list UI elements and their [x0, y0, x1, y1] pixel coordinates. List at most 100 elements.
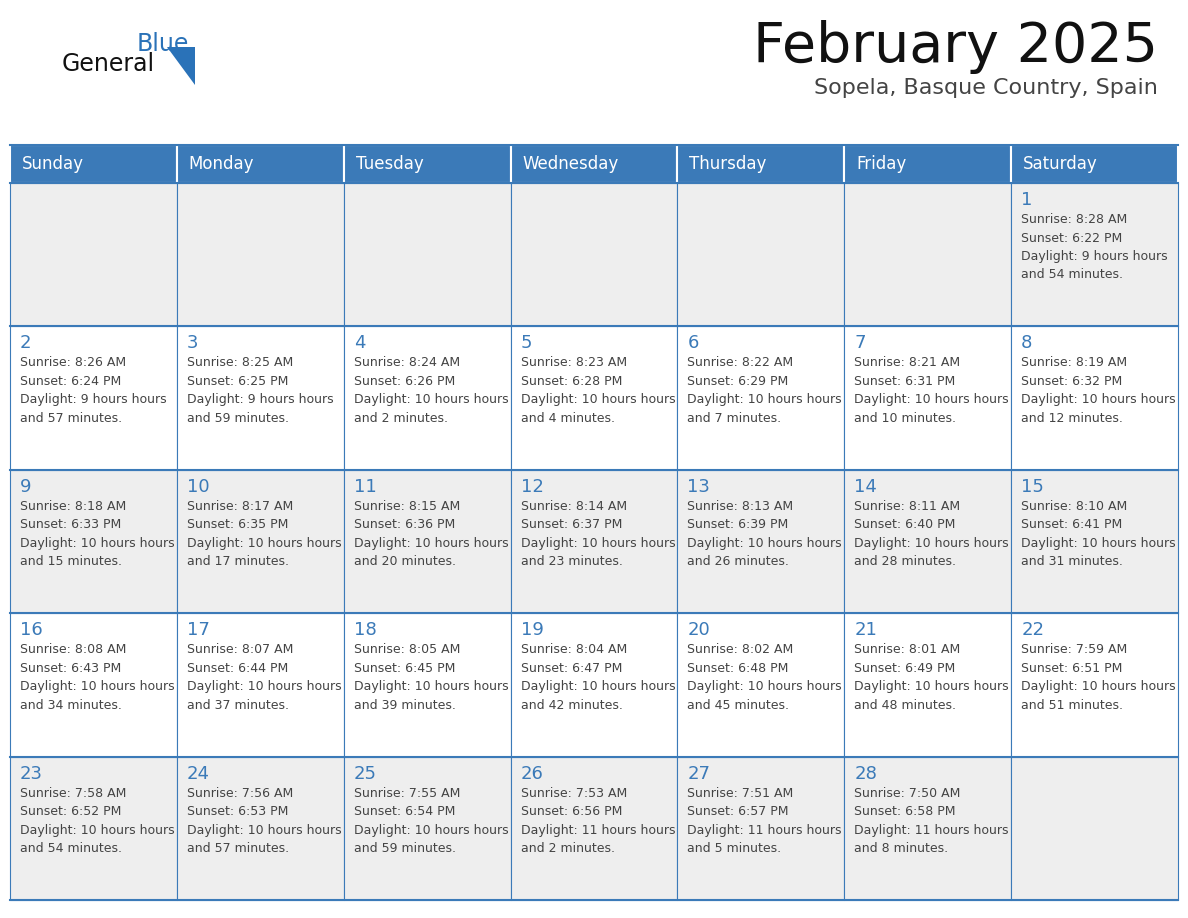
Text: Daylight: 10 hours hours: Daylight: 10 hours hours — [1022, 680, 1176, 693]
Bar — [511, 183, 677, 327]
Bar — [1011, 145, 1178, 183]
Bar — [343, 327, 511, 470]
Bar — [511, 613, 677, 756]
Text: Wednesday: Wednesday — [523, 155, 619, 173]
Text: 7: 7 — [854, 334, 866, 353]
Text: Sunset: 6:58 PM: Sunset: 6:58 PM — [854, 805, 956, 818]
Text: Sunrise: 8:11 AM: Sunrise: 8:11 AM — [854, 499, 960, 513]
Text: and 26 minutes.: and 26 minutes. — [688, 555, 789, 568]
Text: Thursday: Thursday — [689, 155, 766, 173]
Text: 20: 20 — [688, 621, 710, 639]
Text: 13: 13 — [688, 477, 710, 496]
Text: Sunrise: 8:08 AM: Sunrise: 8:08 AM — [20, 644, 126, 656]
Text: Sunrise: 7:59 AM: Sunrise: 7:59 AM — [1022, 644, 1127, 656]
Text: Sunset: 6:44 PM: Sunset: 6:44 PM — [187, 662, 289, 675]
Text: Sunset: 6:51 PM: Sunset: 6:51 PM — [1022, 662, 1123, 675]
Text: 15: 15 — [1022, 477, 1044, 496]
Text: 6: 6 — [688, 334, 699, 353]
Text: and 28 minutes.: and 28 minutes. — [854, 555, 956, 568]
Text: Sunrise: 8:18 AM: Sunrise: 8:18 AM — [20, 499, 126, 513]
Text: Friday: Friday — [857, 155, 906, 173]
Bar — [177, 183, 343, 327]
Bar — [511, 145, 677, 183]
Text: Daylight: 10 hours hours: Daylight: 10 hours hours — [20, 680, 175, 693]
Text: Sunset: 6:28 PM: Sunset: 6:28 PM — [520, 375, 623, 388]
Text: and 57 minutes.: and 57 minutes. — [187, 842, 289, 855]
Text: Daylight: 10 hours hours: Daylight: 10 hours hours — [187, 537, 341, 550]
Bar — [677, 145, 845, 183]
Text: Daylight: 10 hours hours: Daylight: 10 hours hours — [354, 823, 508, 836]
Text: Sopela, Basque Country, Spain: Sopela, Basque Country, Spain — [814, 78, 1158, 98]
Text: and 45 minutes.: and 45 minutes. — [688, 699, 790, 711]
Text: Sunset: 6:37 PM: Sunset: 6:37 PM — [520, 519, 623, 532]
Text: Daylight: 10 hours hours: Daylight: 10 hours hours — [688, 394, 842, 407]
Bar — [1011, 470, 1178, 613]
Text: 1: 1 — [1022, 191, 1032, 209]
Bar — [10, 756, 177, 900]
Bar — [1011, 756, 1178, 900]
Text: and 42 minutes.: and 42 minutes. — [520, 699, 623, 711]
Text: Daylight: 9 hours hours: Daylight: 9 hours hours — [1022, 250, 1168, 263]
Text: 8: 8 — [1022, 334, 1032, 353]
Text: Daylight: 10 hours hours: Daylight: 10 hours hours — [354, 394, 508, 407]
Text: and 23 minutes.: and 23 minutes. — [520, 555, 623, 568]
Text: Sunrise: 8:15 AM: Sunrise: 8:15 AM — [354, 499, 460, 513]
Text: Daylight: 10 hours hours: Daylight: 10 hours hours — [854, 680, 1009, 693]
Text: Sunrise: 7:53 AM: Sunrise: 7:53 AM — [520, 787, 627, 800]
Text: 25: 25 — [354, 765, 377, 783]
Text: 16: 16 — [20, 621, 43, 639]
Text: 28: 28 — [854, 765, 877, 783]
Text: Daylight: 10 hours hours: Daylight: 10 hours hours — [20, 537, 175, 550]
Text: 19: 19 — [520, 621, 543, 639]
Bar — [677, 470, 845, 613]
Text: Sunrise: 8:04 AM: Sunrise: 8:04 AM — [520, 644, 627, 656]
Text: Daylight: 10 hours hours: Daylight: 10 hours hours — [520, 537, 675, 550]
Text: and 59 minutes.: and 59 minutes. — [187, 412, 289, 425]
Text: and 2 minutes.: and 2 minutes. — [354, 412, 448, 425]
Text: and 39 minutes.: and 39 minutes. — [354, 699, 455, 711]
Text: General: General — [62, 52, 156, 76]
Text: Daylight: 10 hours hours: Daylight: 10 hours hours — [1022, 537, 1176, 550]
Text: Sunset: 6:40 PM: Sunset: 6:40 PM — [854, 519, 955, 532]
Bar — [343, 756, 511, 900]
Bar — [10, 327, 177, 470]
Text: Daylight: 10 hours hours: Daylight: 10 hours hours — [520, 394, 675, 407]
Text: 4: 4 — [354, 334, 365, 353]
Bar — [343, 613, 511, 756]
Text: Daylight: 10 hours hours: Daylight: 10 hours hours — [1022, 394, 1176, 407]
Bar — [10, 470, 177, 613]
Text: and 20 minutes.: and 20 minutes. — [354, 555, 456, 568]
Text: Sunrise: 8:21 AM: Sunrise: 8:21 AM — [854, 356, 960, 369]
Text: and 54 minutes.: and 54 minutes. — [20, 842, 122, 855]
Text: Sunset: 6:39 PM: Sunset: 6:39 PM — [688, 519, 789, 532]
Text: Sunrise: 8:02 AM: Sunrise: 8:02 AM — [688, 644, 794, 656]
Text: and 8 minutes.: and 8 minutes. — [854, 842, 948, 855]
Bar — [511, 756, 677, 900]
Text: Sunrise: 8:28 AM: Sunrise: 8:28 AM — [1022, 213, 1127, 226]
Text: Sunday: Sunday — [23, 155, 84, 173]
Text: and 10 minutes.: and 10 minutes. — [854, 412, 956, 425]
Text: Daylight: 9 hours hours: Daylight: 9 hours hours — [20, 394, 166, 407]
Bar — [343, 145, 511, 183]
Text: Sunrise: 7:51 AM: Sunrise: 7:51 AM — [688, 787, 794, 800]
Text: Sunset: 6:45 PM: Sunset: 6:45 PM — [354, 662, 455, 675]
Text: Sunrise: 8:22 AM: Sunrise: 8:22 AM — [688, 356, 794, 369]
Text: 9: 9 — [20, 477, 32, 496]
Bar — [177, 327, 343, 470]
Text: 5: 5 — [520, 334, 532, 353]
Text: Sunrise: 8:05 AM: Sunrise: 8:05 AM — [354, 644, 460, 656]
Text: Daylight: 10 hours hours: Daylight: 10 hours hours — [854, 394, 1009, 407]
Text: Sunrise: 7:55 AM: Sunrise: 7:55 AM — [354, 787, 460, 800]
Bar — [677, 327, 845, 470]
Text: Sunset: 6:53 PM: Sunset: 6:53 PM — [187, 805, 289, 818]
Text: Sunrise: 8:25 AM: Sunrise: 8:25 AM — [187, 356, 293, 369]
Text: Daylight: 10 hours hours: Daylight: 10 hours hours — [688, 537, 842, 550]
Bar — [845, 145, 1011, 183]
Text: Monday: Monday — [189, 155, 254, 173]
Bar — [1011, 327, 1178, 470]
Text: 10: 10 — [187, 477, 209, 496]
Text: Sunset: 6:24 PM: Sunset: 6:24 PM — [20, 375, 121, 388]
Text: Sunset: 6:52 PM: Sunset: 6:52 PM — [20, 805, 121, 818]
Text: Sunrise: 8:19 AM: Sunrise: 8:19 AM — [1022, 356, 1127, 369]
Bar — [177, 756, 343, 900]
